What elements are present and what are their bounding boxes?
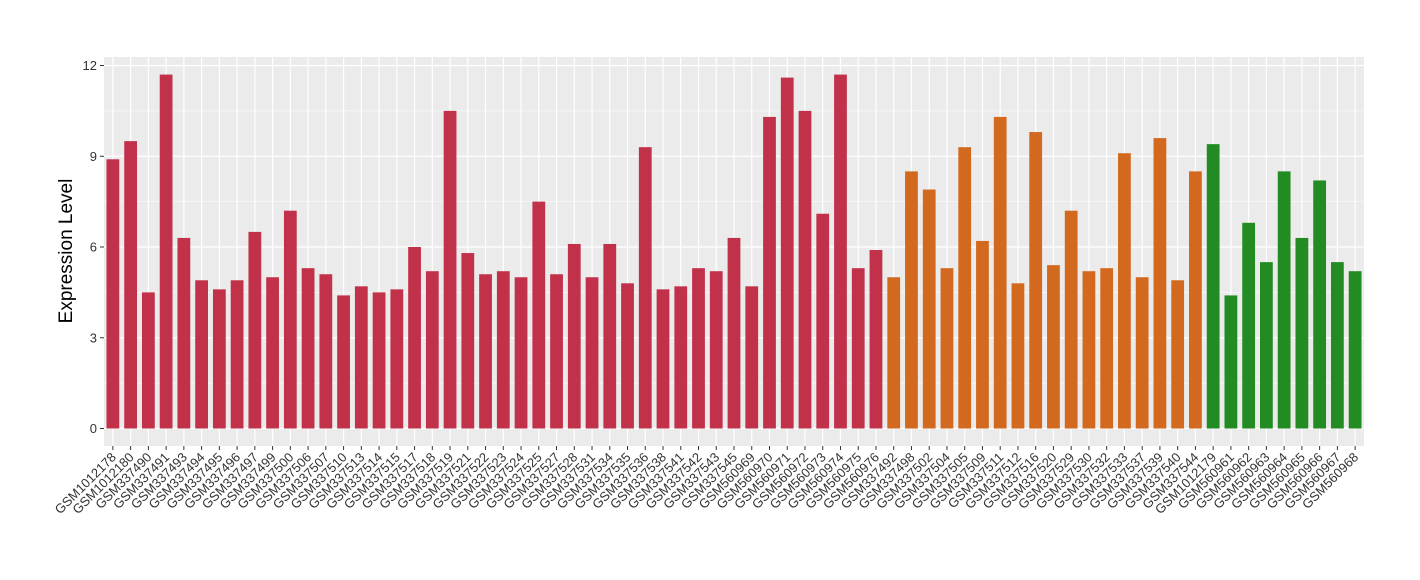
bar	[1100, 268, 1114, 429]
bar	[106, 159, 120, 429]
bar	[372, 292, 386, 429]
bar	[745, 286, 759, 429]
bar	[1242, 222, 1256, 429]
bar	[567, 243, 581, 429]
bar	[692, 268, 705, 429]
bar	[337, 295, 350, 429]
bar	[1171, 280, 1185, 429]
bar	[816, 213, 830, 429]
bar	[1189, 171, 1202, 429]
bar	[1313, 180, 1327, 429]
bar	[656, 289, 670, 429]
bar	[1135, 277, 1149, 429]
bar	[514, 277, 528, 429]
bar	[834, 74, 847, 429]
bar	[319, 274, 333, 429]
bar	[1064, 210, 1078, 429]
bar	[976, 240, 989, 429]
bar	[1206, 144, 1220, 429]
bar	[496, 271, 510, 429]
bar	[124, 141, 138, 429]
bar	[958, 147, 972, 429]
bar	[479, 274, 492, 429]
bar	[727, 237, 741, 429]
bar	[1029, 132, 1043, 429]
bar	[532, 201, 546, 429]
bar	[159, 74, 173, 429]
bar	[1118, 153, 1131, 429]
bars	[106, 74, 1362, 429]
y-tick-label: 6	[90, 240, 97, 255]
bar	[674, 286, 688, 429]
y-axis-title: Expression Level	[56, 179, 77, 324]
bar	[763, 116, 776, 429]
bar	[266, 277, 279, 429]
bar	[1348, 271, 1362, 429]
bar	[443, 110, 457, 429]
bar	[798, 110, 812, 429]
bar	[283, 210, 297, 429]
bar	[390, 289, 404, 429]
bar	[195, 280, 208, 429]
bar	[709, 271, 723, 429]
bar	[301, 268, 315, 429]
bar	[212, 289, 226, 429]
bar	[603, 243, 617, 429]
bar	[1011, 283, 1025, 429]
bar	[621, 283, 634, 429]
bar	[461, 253, 475, 429]
y-tick-label: 12	[83, 58, 97, 73]
y-tick-label: 9	[90, 149, 97, 164]
bar	[1153, 138, 1167, 429]
y-axis: 0 3 6 9 12	[83, 58, 104, 436]
bar	[887, 277, 901, 429]
bar	[940, 268, 954, 429]
bar	[780, 77, 794, 429]
bar	[585, 277, 599, 429]
x-axis: GSM1012178GSM1012180GSM337490GSM337491GS…	[52, 446, 1361, 517]
bar	[851, 268, 865, 429]
bar	[230, 280, 244, 429]
bar	[1295, 237, 1309, 429]
bar	[1330, 262, 1344, 429]
y-tick-label: 0	[90, 421, 97, 436]
bar	[1224, 295, 1238, 429]
bar	[638, 147, 652, 429]
bar	[550, 274, 563, 429]
bar	[1082, 271, 1096, 429]
bar	[1047, 265, 1060, 429]
bar	[1277, 171, 1291, 429]
bar	[425, 271, 439, 429]
bar	[869, 250, 883, 429]
y-tick-label: 3	[90, 330, 97, 345]
bar	[905, 171, 918, 429]
bar	[993, 116, 1007, 429]
bar	[922, 189, 936, 429]
bar	[177, 237, 191, 429]
bar	[408, 247, 421, 429]
bar	[1260, 262, 1273, 429]
bar	[354, 286, 368, 429]
bar	[248, 231, 262, 429]
bar	[141, 292, 155, 429]
